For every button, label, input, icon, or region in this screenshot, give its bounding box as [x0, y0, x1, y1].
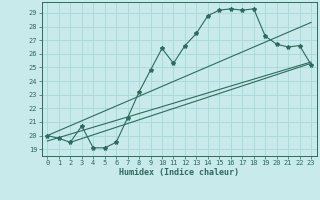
X-axis label: Humidex (Indice chaleur): Humidex (Indice chaleur)	[119, 168, 239, 177]
